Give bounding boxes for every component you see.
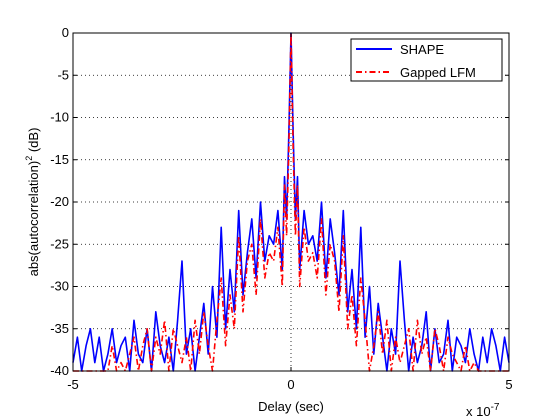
x-axis-label: Delay (sec) bbox=[258, 399, 324, 414]
svg-text:x 10-7: x 10-7 bbox=[466, 402, 500, 419]
y-tick-label: -15 bbox=[50, 152, 69, 167]
y-tick-label: -10 bbox=[50, 110, 69, 125]
x-exponent-base: x 10 bbox=[466, 404, 491, 419]
x-tick-label: -5 bbox=[67, 377, 79, 392]
grid-lines bbox=[73, 33, 509, 371]
legend-label-shape: SHAPE bbox=[400, 42, 444, 57]
legend-box bbox=[350, 38, 503, 82]
y-tick-label: -30 bbox=[50, 279, 69, 294]
x-tick-label: 5 bbox=[505, 377, 512, 392]
y-axis-label: abs(autocorrelation)2 (dB) bbox=[24, 128, 41, 277]
y-tick-label: -25 bbox=[50, 236, 69, 251]
y-axis-label-main: abs(autocorrelation) bbox=[26, 161, 41, 277]
x-exponent-power: -7 bbox=[491, 402, 500, 413]
axis-ticks: 0-5-10-15-20-25-30-35-40-5 0 5 bbox=[50, 25, 512, 392]
series-line-gapped-lfm bbox=[73, 32, 509, 372]
y-tick-label: -35 bbox=[50, 321, 69, 336]
legend: SHAPE Gapped LFM bbox=[350, 38, 503, 82]
y-tick-label: 0 bbox=[62, 25, 69, 40]
y-axis-label-unit: (dB) bbox=[26, 128, 41, 156]
legend-label-gapped-lfm: Gapped LFM bbox=[400, 65, 476, 80]
svg-text:abs(autocorrelation)2 (dB): abs(autocorrelation)2 (dB) bbox=[24, 128, 41, 277]
x-axis-exponent: x 10-7 bbox=[466, 402, 500, 419]
y-tick-label: -20 bbox=[50, 194, 69, 209]
y-tick-label: -5 bbox=[57, 67, 69, 82]
y-axis-label-exponent: 2 bbox=[24, 156, 34, 161]
x-tick-label: 0 bbox=[287, 377, 294, 392]
y-tick-label: -40 bbox=[50, 363, 69, 378]
